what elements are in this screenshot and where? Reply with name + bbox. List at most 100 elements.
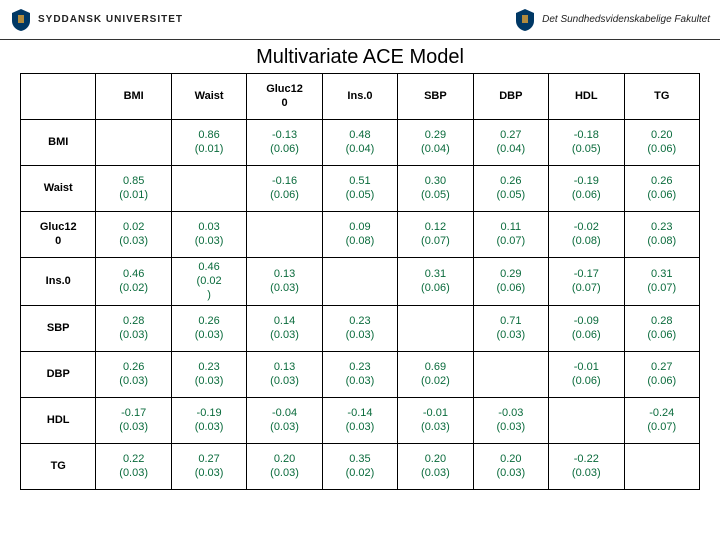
table-row: BMI 0.86(0.01)-0.13(0.06)0.48(0.04)0.29(0… xyxy=(21,120,700,166)
col-head: DBP xyxy=(473,74,548,120)
table-cell: -0.13(0.06) xyxy=(247,120,322,166)
row-head: BMI xyxy=(21,120,96,166)
col-head: Waist xyxy=(171,74,246,120)
table-cell xyxy=(473,352,548,398)
table-cell: 0.85(0.01) xyxy=(96,166,171,212)
table-cell: 0.27(0.03) xyxy=(171,444,246,490)
table-cell: 0.26(0.05) xyxy=(473,166,548,212)
table-row: DBP0.26(0.03)0.23(0.03)0.13(0.03)0.23(0.… xyxy=(21,352,700,398)
table-row: Waist0.85(0.01) -0.16(0.06)0.51(0.05)0.30… xyxy=(21,166,700,212)
table-cell: 0.13(0.03) xyxy=(247,258,322,306)
table-cell: 0.31(0.07) xyxy=(624,258,700,306)
page-header: SYDDANSK UNIVERSITET Det Sundhedsvidensk… xyxy=(0,0,720,40)
row-head: HDL xyxy=(21,398,96,444)
col-head: TG xyxy=(624,74,700,120)
table-cell xyxy=(549,398,624,444)
table-cell xyxy=(624,444,700,490)
table-cell: 0.86(0.01) xyxy=(171,120,246,166)
table-cell: 0.20(0.03) xyxy=(247,444,322,490)
table-cell xyxy=(322,258,397,306)
table-cell: 0.28(0.03) xyxy=(96,306,171,352)
table-cell: 0.14(0.03) xyxy=(247,306,322,352)
col-head: Ins.0 xyxy=(322,74,397,120)
table-cell: 0.23(0.08) xyxy=(624,212,700,258)
table-row: Ins.00.46(0.02)0.46(0.02)0.13(0.03)0.31(… xyxy=(21,258,700,306)
table-cell: 0.22(0.03) xyxy=(96,444,171,490)
table-cell: 0.46(0.02) xyxy=(171,258,246,306)
col-head: HDL xyxy=(549,74,624,120)
logo-left: SYDDANSK UNIVERSITET xyxy=(10,8,183,32)
table-cell: 0.28(0.06) xyxy=(624,306,700,352)
page-title: Multivariate ACE Model xyxy=(0,46,720,69)
table-cell: 0.35(0.02) xyxy=(322,444,397,490)
table-cell: -0.24(0.07) xyxy=(624,398,700,444)
table-cell: -0.02(0.08) xyxy=(549,212,624,258)
table-cell: 0.26(0.06) xyxy=(624,166,700,212)
table-cell xyxy=(96,120,171,166)
col-head: BMI xyxy=(96,74,171,120)
table-cell: 0.13(0.03) xyxy=(247,352,322,398)
col-head: SBP xyxy=(398,74,473,120)
faculty-name: Det Sundhedsvidenskabelige Fakultet xyxy=(542,14,710,25)
table-cell: -0.01(0.06) xyxy=(549,352,624,398)
table-container: BMIWaistGluc120Ins.0SBPDBPHDLTG BMI0.86(… xyxy=(0,73,720,490)
table-cell: 0.46(0.02) xyxy=(96,258,171,306)
table-cell: 0.69(0.02) xyxy=(398,352,473,398)
table-cell: 0.02(0.03) xyxy=(96,212,171,258)
table-cell: -0.04(0.03) xyxy=(247,398,322,444)
table-cell: -0.17(0.07) xyxy=(549,258,624,306)
table-cell xyxy=(247,212,322,258)
table-row: HDL-0.17(0.03)-0.19(0.03)-0.04(0.03)-0.1… xyxy=(21,398,700,444)
ace-model-table: BMIWaistGluc120Ins.0SBPDBPHDLTG BMI0.86(… xyxy=(20,73,700,490)
table-cell: 0.20(0.06) xyxy=(624,120,700,166)
table-cell: 0.20(0.03) xyxy=(398,444,473,490)
table-cell: -0.22(0.03) xyxy=(549,444,624,490)
row-head: Waist xyxy=(21,166,96,212)
table-cell: 0.29(0.04) xyxy=(398,120,473,166)
table-cell: 0.23(0.03) xyxy=(322,306,397,352)
table-cell: -0.09(0.06) xyxy=(549,306,624,352)
table-cell: -0.01(0.03) xyxy=(398,398,473,444)
table-cell xyxy=(398,306,473,352)
row-head: SBP xyxy=(21,306,96,352)
table-cell: -0.16(0.06) xyxy=(247,166,322,212)
logo-right: Det Sundhedsvidenskabelige Fakultet xyxy=(514,8,710,32)
table-cell: 0.20(0.03) xyxy=(473,444,548,490)
table-cell: 0.30(0.05) xyxy=(398,166,473,212)
table-cell xyxy=(171,166,246,212)
row-head: DBP xyxy=(21,352,96,398)
table-cell: -0.03(0.03) xyxy=(473,398,548,444)
table-cell: 0.11(0.07) xyxy=(473,212,548,258)
table-cell: -0.19(0.06) xyxy=(549,166,624,212)
table-cell: -0.17(0.03) xyxy=(96,398,171,444)
table-cell: -0.14(0.03) xyxy=(322,398,397,444)
row-head: TG xyxy=(21,444,96,490)
table-row: SBP0.28(0.03)0.26(0.03)0.14(0.03)0.23(0.… xyxy=(21,306,700,352)
table-cell: 0.27(0.04) xyxy=(473,120,548,166)
table-cell: 0.26(0.03) xyxy=(96,352,171,398)
table-cell: 0.51(0.05) xyxy=(322,166,397,212)
table-cell: 0.23(0.03) xyxy=(171,352,246,398)
table-cell: 0.31(0.06) xyxy=(398,258,473,306)
table-cell: 0.23(0.03) xyxy=(322,352,397,398)
uni-name: SYDDANSK UNIVERSITET xyxy=(38,14,183,25)
table-cell: 0.48(0.04) xyxy=(322,120,397,166)
faculty-crest-icon xyxy=(514,8,536,32)
table-cell: 0.71(0.03) xyxy=(473,306,548,352)
table-cell: -0.19(0.03) xyxy=(171,398,246,444)
uni-crest-icon xyxy=(10,8,32,32)
table-cell: -0.18(0.05) xyxy=(549,120,624,166)
table-cell: 0.27(0.06) xyxy=(624,352,700,398)
table-cell: 0.09(0.08) xyxy=(322,212,397,258)
table-row: Gluc1200.02(0.03)0.03(0.03)0.09(0.08)0.1… xyxy=(21,212,700,258)
corner-cell xyxy=(21,74,96,120)
table-cell: 0.12(0.07) xyxy=(398,212,473,258)
table-cell: 0.26(0.03) xyxy=(171,306,246,352)
table-body: BMI 0.86(0.01)-0.13(0.06)0.48(0.04)0.29(0… xyxy=(21,120,700,490)
col-head: Gluc120 xyxy=(247,74,322,120)
table-row: TG0.22(0.03)0.27(0.03)0.20(0.03)0.35(0.0… xyxy=(21,444,700,490)
row-head: Ins.0 xyxy=(21,258,96,306)
table-cell: 0.03(0.03) xyxy=(171,212,246,258)
table-header-row: BMIWaistGluc120Ins.0SBPDBPHDLTG xyxy=(21,74,700,120)
row-head: Gluc120 xyxy=(21,212,96,258)
